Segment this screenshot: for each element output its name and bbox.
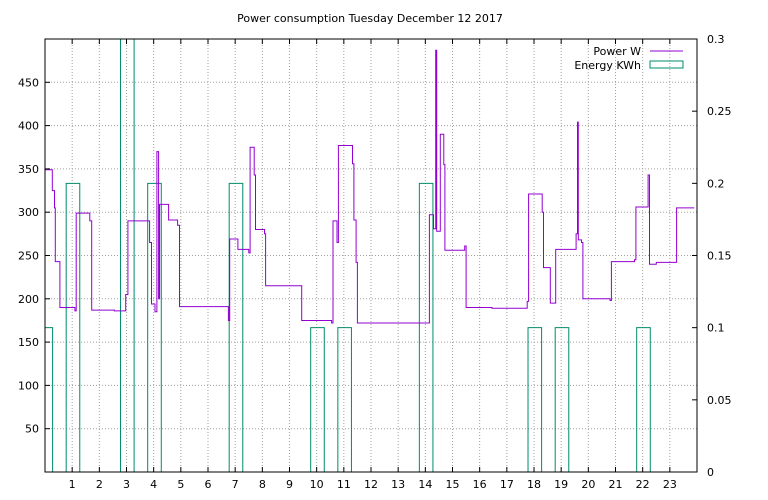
x-tick-label: 19 [554, 478, 568, 491]
y2-tick-label: 0.1 [707, 322, 725, 335]
y-tick-label: 150 [18, 336, 39, 349]
y2-tick-label: 0.3 [707, 33, 725, 46]
y-tick-label: 250 [18, 250, 39, 263]
energy-bar [147, 182, 162, 472]
energy-bar [418, 182, 434, 472]
power-line [45, 49, 695, 324]
y-tick-label: 100 [18, 379, 39, 392]
x-tick-label: 20 [581, 478, 595, 491]
x-tick-label: 8 [259, 478, 266, 491]
energy-bar [228, 182, 244, 472]
y-tick-label: 400 [18, 120, 39, 133]
legend-label-energy: Energy KWh [574, 59, 641, 72]
y2-tick-label: 0.25 [707, 105, 732, 118]
x-tick-label: 6 [205, 478, 212, 491]
x-tick-label: 22 [636, 478, 650, 491]
legend-swatch-energy [649, 60, 684, 69]
energy-bar [337, 327, 352, 472]
x-tick-label: 23 [663, 478, 677, 491]
x-tick-label: 3 [123, 478, 130, 491]
x-tick-label: 17 [500, 478, 514, 491]
legend-label-power: Power W [593, 45, 641, 58]
x-tick-label: 5 [177, 478, 184, 491]
energy-bar [310, 327, 325, 472]
x-tick-label: 2 [96, 478, 103, 491]
x-tick-label: 11 [337, 478, 351, 491]
x-tick-label: 13 [391, 478, 405, 491]
legend: Power W Energy KWh [574, 45, 684, 72]
y-tick-label: 350 [18, 163, 39, 176]
x-tick-label: 4 [150, 478, 157, 491]
axis-ticks: 1 2 3 4 5 6 7 8 9 10 11 12 13 14 15 16 17 18 19 20 21 22 23501… [18, 33, 732, 491]
energy-bar [44, 327, 54, 472]
chart-title: Power consumption Tuesday December 12 20… [237, 12, 503, 25]
x-tick-label: 14 [418, 478, 432, 491]
x-tick-label: 1 [69, 478, 76, 491]
x-tick-label: 21 [609, 478, 623, 491]
grid-lines [45, 39, 697, 472]
energy-bar [636, 327, 651, 472]
x-tick-label: 18 [527, 478, 541, 491]
energy-bar [554, 327, 570, 472]
y-tick-label: 450 [18, 76, 39, 89]
x-tick-label: 15 [446, 478, 460, 491]
energy-bar [527, 327, 543, 472]
x-tick-label: 12 [364, 478, 378, 491]
x-tick-label: 9 [286, 478, 293, 491]
y-tick-label: 200 [18, 293, 39, 306]
y2-tick-label: 0.2 [707, 177, 725, 190]
y2-tick-label: 0.15 [707, 250, 732, 263]
x-tick-label: 16 [473, 478, 487, 491]
x-tick-label: 7 [232, 478, 239, 491]
y2-tick-label: 0.05 [707, 394, 732, 407]
y-tick-label: 300 [18, 206, 39, 219]
power-line-group [45, 49, 695, 324]
x-tick-label: 10 [310, 478, 324, 491]
y-tick-label: 50 [25, 423, 39, 436]
energy-bars [44, 38, 651, 472]
y2-tick-label: 0 [707, 466, 714, 479]
energy-bar [65, 182, 81, 472]
